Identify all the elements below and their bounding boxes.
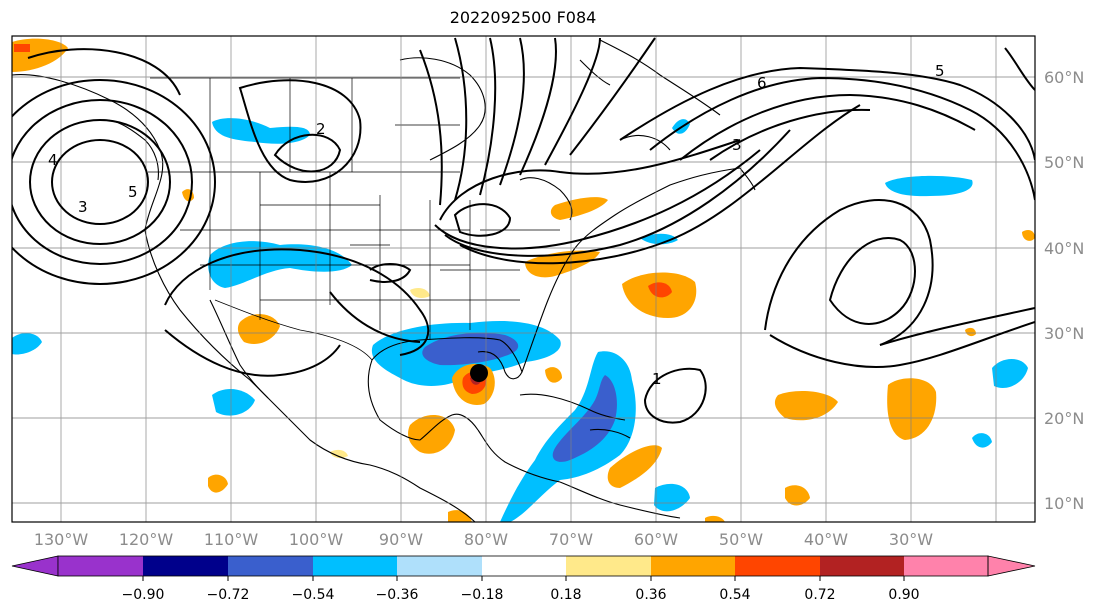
colorbar-segment: [58, 556, 143, 576]
colorbar-segment: [735, 556, 820, 576]
contour-label: 2: [316, 120, 326, 138]
negative-anomaly-caribbean-core: [552, 375, 617, 462]
lon-label: 110°W: [204, 530, 259, 549]
colorbar-segment: [820, 556, 904, 576]
lat-label: 50°N: [1044, 153, 1084, 172]
contour-label: 1: [652, 370, 662, 388]
longitude-labels: 130°W 120°W 110°W 100°W 90°W 80°W 70°W 6…: [34, 530, 933, 549]
contour-label: 3: [78, 198, 88, 216]
lat-label: 60°N: [1044, 68, 1084, 87]
colorbar-tick: −0.72: [207, 587, 250, 603]
colorbar-segment: [482, 556, 566, 576]
colorbar-tick: 0.36: [635, 587, 666, 603]
colorbar-segment: [397, 556, 482, 576]
colorbar-tick: 0.72: [804, 587, 835, 603]
colorbar-tick: −0.54: [292, 587, 335, 603]
contour-label: 5: [935, 62, 945, 80]
colorbar-segment: [566, 556, 651, 576]
lat-label: 10°N: [1044, 494, 1084, 513]
map-title: 2022092500 F084: [449, 8, 597, 27]
coastlines: [12, 39, 756, 522]
colorbar-extend-max: [987, 555, 1036, 577]
colorbar-tick: 0.54: [719, 587, 750, 603]
colorbar-segment: [904, 556, 988, 576]
anomaly-shading: [12, 38, 1035, 522]
contours: [12, 37, 1035, 424]
lat-label: 20°N: [1044, 409, 1084, 428]
lon-label: 130°W: [34, 530, 89, 549]
colorbar-tick: 0.18: [550, 587, 581, 603]
storm-position-marker: [470, 364, 488, 382]
colorbar-segment: [651, 556, 735, 576]
map-frame: [11, 35, 1036, 523]
negative-anomaly-gulf-core: [422, 332, 519, 366]
colorbar-tick: −0.90: [122, 587, 165, 603]
map-area: [12, 36, 1035, 522]
borders: [148, 77, 560, 361]
colorbar-segment: [228, 556, 313, 576]
latitude-labels: 60°N 50°N 40°N 30°N 20°N 10°N: [1044, 68, 1084, 513]
colorbar-tick: −0.18: [461, 587, 504, 603]
lon-label: 100°W: [289, 530, 344, 549]
lon-label: 70°W: [549, 530, 593, 549]
contour-label: 6: [757, 74, 767, 92]
lon-label: 40°W: [804, 530, 848, 549]
colorbar-segment: [143, 556, 228, 576]
lon-label: 90°W: [379, 530, 423, 549]
contour-label: 5: [128, 183, 138, 201]
lat-label: 40°N: [1044, 239, 1084, 258]
lon-label: 30°W: [889, 530, 933, 549]
colorbar-tick: −0.36: [376, 587, 419, 603]
lon-label: 60°W: [634, 530, 678, 549]
colorbar-tick: 0.90: [888, 587, 919, 603]
contour-label: 4: [48, 151, 58, 169]
lon-label: 120°W: [119, 530, 174, 549]
colorbar-segment: [313, 556, 397, 576]
lat-label: 30°N: [1044, 324, 1084, 343]
colorbar: −0.90 −0.72 −0.54 −0.36 −0.18 0.18 0.36 …: [11, 555, 1036, 603]
colorbar-extend-min: [11, 555, 59, 577]
lon-label: 80°W: [464, 530, 508, 549]
lon-label: 50°W: [719, 530, 763, 549]
contour-label: 3: [732, 136, 742, 154]
